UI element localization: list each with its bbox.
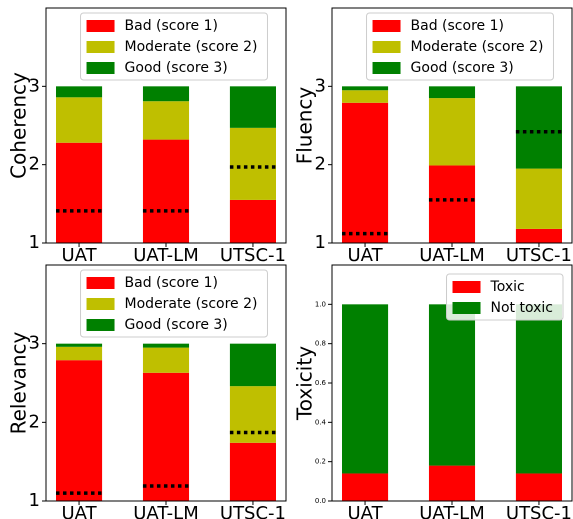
legend-swatch	[86, 41, 115, 53]
x-tick-label: UAT	[347, 245, 383, 266]
y-tick-label: 2	[315, 154, 326, 175]
y-tick-label: 1	[315, 232, 326, 253]
bar-segment	[142, 139, 190, 243]
legend-swatch	[372, 62, 401, 74]
bar-segment	[515, 473, 562, 501]
legend-swatch	[86, 298, 115, 310]
y-tick-label: 0.6	[315, 379, 327, 387]
y-axis-label: Toxicity	[293, 346, 317, 421]
bar-segment	[229, 86, 276, 128]
y-tick-label: 2	[29, 154, 40, 175]
legend-label: Not toxic	[491, 300, 553, 316]
legend-box	[366, 12, 554, 81]
bar-segment	[56, 343, 103, 347]
axes-frame	[45, 264, 287, 502]
y-tick-label: 1	[29, 232, 40, 253]
bar-segment	[142, 372, 190, 501]
x-tick-label: UTSC-1	[506, 503, 572, 519]
x-tick-label: UAT	[61, 503, 97, 519]
legend-label: Bad (score 1)	[125, 275, 218, 291]
x-tick-label: UAT	[347, 503, 383, 519]
bar-segment	[56, 142, 103, 243]
legend-swatch	[372, 20, 401, 32]
y-axis-label: Fluency	[293, 87, 317, 165]
bar-segment	[342, 304, 389, 474]
bar-segment	[515, 228, 562, 243]
legend-swatch	[452, 281, 481, 293]
y-tick-label: 0.2	[315, 458, 326, 466]
legend-label: Good (score 3)	[411, 60, 514, 76]
legend: Bad (score 1) Moderate (score 2) Good (sco…	[80, 12, 268, 81]
bar-segment	[342, 102, 389, 244]
y-tick-label: 3	[29, 75, 40, 96]
legend: Bad (score 1) Moderate (score 2) Good (sco…	[366, 12, 554, 81]
legend-label: Bad (score 1)	[411, 18, 504, 34]
y-tick-label: 3	[315, 75, 326, 96]
bar-segment	[56, 360, 103, 501]
bar-segment	[515, 168, 562, 229]
y-tick-label: 1.0	[315, 300, 326, 308]
bar-segment	[342, 90, 389, 103]
legend-label: Moderate (score 2)	[411, 39, 544, 55]
legend-swatch	[452, 302, 481, 314]
x-tick-label: UTSC-1	[506, 245, 572, 266]
y-tick-label: 1	[29, 490, 40, 511]
bar-segment	[342, 86, 389, 91]
x-tick-label: UAT	[61, 245, 97, 266]
bar-segment	[342, 473, 389, 501]
bar-segment	[229, 442, 276, 501]
bar-segment	[428, 98, 476, 166]
bar-segment	[229, 127, 276, 200]
y-tick-label: 0.0	[315, 497, 326, 505]
legend-label: Moderate (score 2)	[125, 296, 258, 312]
y-tick-label: 0.8	[315, 340, 326, 348]
bar-segment	[428, 304, 476, 466]
bar-segment	[56, 86, 103, 98]
y-axis-label: Coherency	[7, 72, 31, 179]
bar-segment	[142, 347, 190, 373]
bar-segment	[142, 101, 190, 140]
bar-segment	[229, 199, 276, 243]
bar-segment	[142, 343, 190, 348]
x-tick-label: UAT-LM	[419, 245, 485, 266]
legend-swatch	[86, 20, 115, 32]
legend-label: Good (score 3)	[125, 317, 228, 333]
legend-swatch	[86, 319, 115, 331]
bar-segment	[428, 465, 476, 501]
legend-swatch	[372, 41, 401, 53]
bar-segment	[428, 165, 476, 243]
y-tick-label: 2	[29, 411, 40, 432]
legend-label: Toxic	[490, 279, 525, 295]
y-axis-label: Relevancy	[7, 331, 31, 434]
bar-segment	[515, 86, 562, 169]
legend-box	[80, 269, 268, 338]
bar-segment	[229, 343, 276, 387]
axes-frame	[331, 264, 573, 502]
legend-label: Bad (score 1)	[125, 18, 218, 34]
legend-label: Good (score 3)	[125, 60, 228, 76]
axes-frame	[45, 7, 287, 244]
x-tick-label: UTSC-1	[220, 245, 286, 266]
x-tick-label: UAT-LM	[133, 245, 199, 266]
bar-segment	[56, 97, 103, 143]
y-tick-label: 0.4	[315, 418, 327, 426]
y-tick-label: 3	[29, 333, 40, 354]
x-tick-label: UAT-LM	[419, 503, 485, 519]
legend-swatch	[86, 277, 115, 289]
bar-segment	[428, 86, 476, 99]
axes-frame	[331, 7, 573, 244]
legend-box	[80, 12, 268, 81]
x-tick-label: UTSC-1	[220, 503, 286, 519]
legend-swatch	[86, 62, 115, 74]
x-tick-label: UAT-LM	[133, 503, 199, 519]
bar-segment	[56, 346, 103, 361]
bar-segment	[515, 304, 562, 474]
legend: Toxic Not toxic	[446, 273, 564, 321]
legend-label: Moderate (score 2)	[125, 39, 258, 55]
bar-segment	[142, 86, 190, 102]
legend: Bad (score 1) Moderate (score 2) Good (sco…	[80, 269, 268, 338]
